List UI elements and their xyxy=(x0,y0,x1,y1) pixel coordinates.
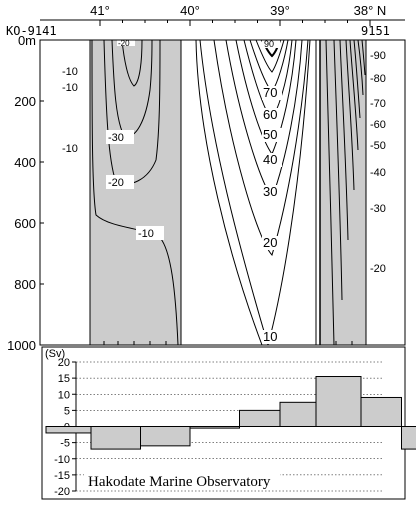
bar-series xyxy=(45,376,416,450)
contour-label: -60 xyxy=(370,119,386,131)
bar-panel: 20151050-5-10-15-20 (Sv) Hakodate Marine… xyxy=(41,346,416,500)
bar xyxy=(90,426,141,450)
bar xyxy=(45,426,92,434)
bar xyxy=(279,401,317,427)
contour-label: 50 xyxy=(263,127,277,142)
depth-tick-label: 200 xyxy=(14,94,36,109)
bar-y-tick-label: 10 xyxy=(58,389,70,401)
credit-text: Hakodate Marine Observatory xyxy=(88,474,271,490)
depth-tick-label: 0m xyxy=(18,33,36,48)
negative-region-left xyxy=(90,40,181,345)
lat-tick-label: 38° N xyxy=(354,3,387,18)
lat-tick-label: 41° xyxy=(90,3,110,18)
contour-label: -10 xyxy=(62,66,78,78)
contour-frame xyxy=(39,39,406,346)
section-label-left: KO-9141 xyxy=(6,24,57,38)
contours-middle xyxy=(195,40,317,345)
station-ticks xyxy=(89,341,367,345)
bar-y-tick-label: -5 xyxy=(60,438,70,450)
contour-label: 40 xyxy=(263,152,277,167)
bar-y-tick-label: -10 xyxy=(54,454,70,466)
bar-y-tick-label: 20 xyxy=(58,357,70,369)
bar-ylabel: (Sv) xyxy=(45,348,65,360)
contours-right xyxy=(319,40,367,345)
depth-tick-label: 400 xyxy=(14,155,36,170)
contour-label: 10 xyxy=(263,329,277,344)
middle-contour-labels: 90 70 60 50 40 30 20 10 xyxy=(262,38,282,344)
contour-label: -10 xyxy=(138,228,154,240)
lat-tick-label: 39° xyxy=(270,3,290,18)
contour-label: -10 xyxy=(62,143,78,155)
bar-y-tick-label: -20 xyxy=(54,486,70,498)
bar-y-axis: 20151050-5-10-15-20 xyxy=(54,357,77,498)
bar xyxy=(360,396,402,428)
right-contour-labels: -90 -80 -70 -60 -50 -40 -30 -20 xyxy=(370,50,386,275)
bar-y-tick-label: -15 xyxy=(54,470,70,482)
contour-label: -40 xyxy=(370,167,386,179)
section-label-right: 9151 xyxy=(361,24,390,38)
contour-label: -50 xyxy=(370,140,386,152)
contour-label: 60 xyxy=(263,107,277,122)
bar xyxy=(189,426,240,429)
depth-axis: 0m 200 400 600 800 1000 xyxy=(7,33,44,353)
contour-label: 20 xyxy=(263,235,277,250)
bar-y-tick-label: 5 xyxy=(64,405,70,417)
contour-label: -20 xyxy=(118,39,130,48)
contour-label: -20 xyxy=(108,177,124,189)
contour-label: 90 xyxy=(264,39,274,49)
left-contour-labels: -10 -10 -10 -30 -20 -10 -20 xyxy=(60,37,164,240)
depth-tick-label: 600 xyxy=(14,216,36,231)
depth-tick-label: 800 xyxy=(14,277,36,292)
bar-frame xyxy=(41,346,406,500)
contour-label: -30 xyxy=(108,132,124,144)
bar-y-tick-label: 15 xyxy=(58,373,70,385)
bar xyxy=(140,426,191,447)
contour-label: 30 xyxy=(263,184,277,199)
contour-label: 70 xyxy=(263,85,277,100)
contour-label: -70 xyxy=(370,98,386,110)
lat-tick-label: 40° xyxy=(180,3,200,18)
contour-label: -80 xyxy=(370,73,386,85)
bar xyxy=(315,376,362,428)
latitude-axis: 41° 40° 39° 38° N xyxy=(40,3,405,26)
contour-label: -30 xyxy=(370,203,386,215)
contour-label: -10 xyxy=(62,82,78,94)
bar xyxy=(401,426,416,450)
depth-tick-label: 1000 xyxy=(7,338,36,353)
bar xyxy=(239,409,281,427)
contour-label: -90 xyxy=(370,50,386,62)
contour-label: -20 xyxy=(370,263,386,275)
contour-panel: -10 -10 -10 -30 -20 -10 -20 90 70 60 50 … xyxy=(39,37,406,346)
